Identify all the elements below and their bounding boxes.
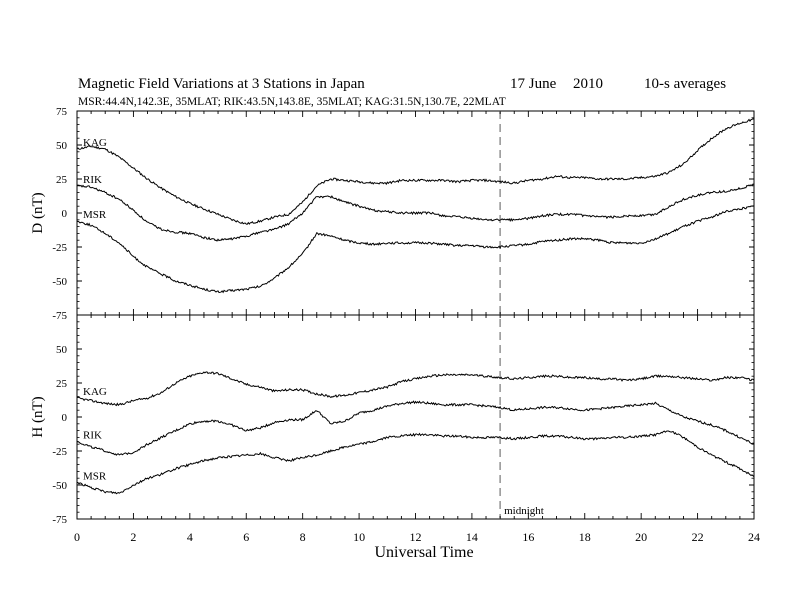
x-tick-label: 20 bbox=[635, 530, 647, 544]
series-label-msr: MSR bbox=[83, 209, 107, 221]
series-line-kag bbox=[76, 371, 755, 407]
panel-d-frame bbox=[76, 110, 755, 316]
y-tick-label: 50 bbox=[56, 344, 68, 356]
chart-year: 2010 bbox=[573, 76, 603, 92]
y-tick-label: 0 bbox=[62, 208, 68, 220]
x-tick-label: 8 bbox=[300, 530, 306, 544]
x-tick-label: 4 bbox=[187, 530, 193, 544]
x-tick-label: 2 bbox=[130, 530, 136, 544]
y-tick-label: -75 bbox=[52, 310, 67, 322]
station-coordinates: MSR:44.4N,142.3E, 35MLAT; RIK:43.5N,143.… bbox=[78, 96, 506, 108]
y-tick-label: -25 bbox=[52, 446, 67, 458]
x-tick-label: 6 bbox=[243, 530, 249, 544]
series-line-rik bbox=[76, 400, 755, 456]
x-tick-label: 24 bbox=[748, 530, 760, 544]
axis-ticks bbox=[76, 110, 755, 520]
chart-title: Magnetic Field Variations at 3 Stations … bbox=[78, 76, 365, 92]
x-tick-label: 18 bbox=[579, 530, 591, 544]
d-axis-label: D (nT) bbox=[30, 192, 46, 233]
y-tick-label: 0 bbox=[62, 412, 68, 424]
x-tick-label: 14 bbox=[466, 530, 478, 544]
panel-h-frame bbox=[76, 314, 755, 520]
x-tick-label: 10 bbox=[353, 530, 365, 544]
series-label-msr: MSR bbox=[83, 470, 107, 482]
series-label-kag: KAG bbox=[83, 137, 107, 149]
chart-averaging: 10-s averages bbox=[644, 76, 726, 92]
series-line-msr bbox=[76, 205, 755, 294]
series-label-kag: KAG bbox=[83, 386, 107, 398]
y-tick-label: 25 bbox=[56, 378, 68, 390]
h-axis-label: H (nT) bbox=[30, 396, 46, 437]
midnight-label: midnight bbox=[504, 505, 544, 517]
x-tick-label: 16 bbox=[522, 530, 534, 544]
series-line-msr bbox=[76, 430, 755, 495]
chart-date: 17 June bbox=[510, 76, 557, 92]
y-tick-label: -25 bbox=[52, 242, 67, 254]
series-lines bbox=[76, 118, 755, 495]
y-tick-label: 50 bbox=[56, 140, 68, 152]
axis-labels: -75 -50 -25 0 25 50 75 KAG RIK MSR -75 -50 -25 0 25 50 K… bbox=[52, 106, 760, 544]
y-tick-label: -50 bbox=[52, 480, 67, 492]
y-tick-label: 25 bbox=[56, 174, 68, 186]
x-tick-label: 0 bbox=[74, 530, 80, 544]
series-line-rik bbox=[76, 183, 755, 242]
series-line-kag bbox=[76, 118, 755, 225]
series-label-rik: RIK bbox=[83, 429, 102, 441]
x-tick-label: 12 bbox=[410, 530, 422, 544]
x-axis-label: Universal Time bbox=[374, 544, 473, 561]
x-tick-label: 22 bbox=[692, 530, 704, 544]
y-tick-label: -75 bbox=[52, 514, 67, 526]
y-tick-label: 75 bbox=[56, 106, 68, 118]
series-label-rik: RIK bbox=[83, 174, 102, 186]
y-tick-label: -50 bbox=[52, 276, 67, 288]
